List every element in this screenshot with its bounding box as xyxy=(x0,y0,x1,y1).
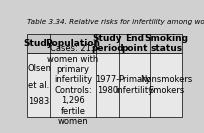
Text: Study: Study xyxy=(24,39,53,48)
Text: Smoking
status: Smoking status xyxy=(144,34,188,53)
Text: Olsen: Olsen xyxy=(28,65,52,73)
Text: Primary
infertility: Primary infertility xyxy=(115,75,154,95)
Text: Cases: 213
women with
primary
infertility
Controls:
1,296
fertile
women: Cases: 213 women with primary infertilit… xyxy=(47,44,99,126)
Text: 1977-
1980: 1977- 1980 xyxy=(95,75,119,95)
Text: Population: Population xyxy=(45,39,100,48)
Bar xyxy=(27,34,182,53)
Text: 1983: 1983 xyxy=(28,97,49,106)
Bar xyxy=(27,53,182,117)
Text: et al.: et al. xyxy=(28,81,49,90)
Text: End
point: End point xyxy=(121,34,148,53)
Text: Nonsmokers
Smokers: Nonsmokers Smokers xyxy=(140,75,192,95)
Text: Study
period: Study period xyxy=(91,34,123,53)
Text: Table 3.34. Relative risks for infertility among women smokers, case-control stu: Table 3.34. Relative risks for infertili… xyxy=(27,19,204,25)
